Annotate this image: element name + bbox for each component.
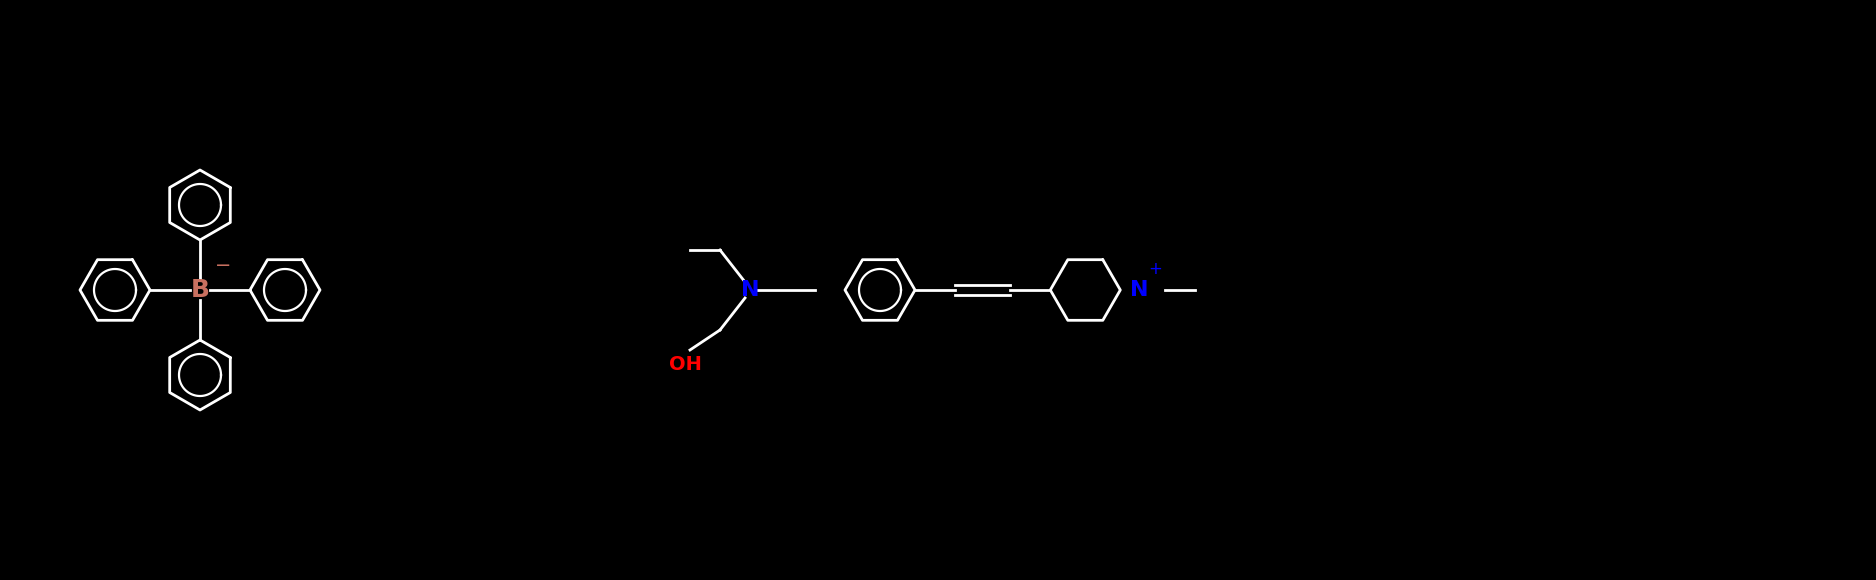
- Text: N: N: [741, 280, 760, 300]
- Text: OH: OH: [668, 355, 702, 374]
- Text: B: B: [191, 278, 210, 302]
- Text: −: −: [216, 256, 231, 275]
- Text: N: N: [1131, 280, 1148, 300]
- Text: +: +: [1148, 260, 1163, 278]
